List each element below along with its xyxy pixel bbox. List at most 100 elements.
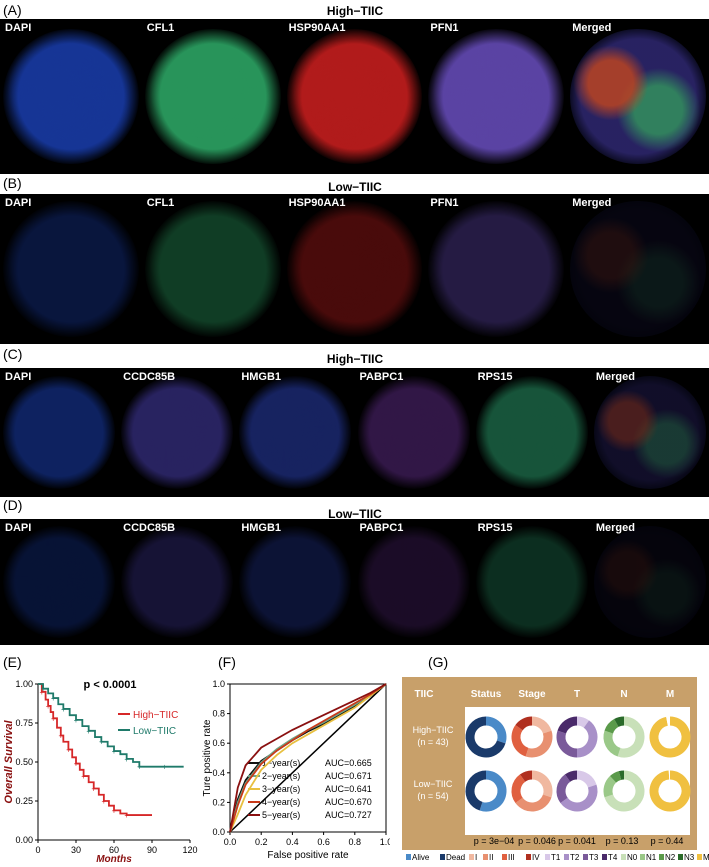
p-value-annotation: p < 0.0001 xyxy=(84,679,137,691)
image-cell-dapi: DAPI xyxy=(0,19,142,174)
channel-label-ccdc85b: CCDC85B xyxy=(123,371,176,383)
panel-a-image-strip: DAPI CFL1 HSP90AA1 PFN1 Merged xyxy=(0,19,709,174)
censor-mark: + xyxy=(51,714,56,723)
image-cell-hmgb1: HMGB1 xyxy=(236,519,354,645)
donut-slice-t xyxy=(576,716,590,728)
y-tick-label: 0.50 xyxy=(15,757,33,767)
tissue-core-image xyxy=(357,376,470,489)
column-header-tiic: TIIC xyxy=(415,689,434,700)
image-cell-cfl1: CFL1 xyxy=(142,19,284,174)
column-header-status: Status xyxy=(471,689,502,700)
y-axis-title: Ture positive rate xyxy=(202,719,213,796)
legend-label: Dead xyxy=(446,853,465,862)
x-tick-label: 90 xyxy=(147,845,157,855)
channel-label-pfn1: PFN1 xyxy=(430,22,459,34)
image-cell-rps15: RPS15 xyxy=(473,368,591,497)
image-cell-rps15: RPS15 xyxy=(473,519,591,645)
channel-label-dapi: DAPI xyxy=(5,522,32,534)
panel-c-image-strip: DAPI CCDC85B HMGB1 PABPC1 RPS15 Merged xyxy=(0,368,709,497)
legend-swatch xyxy=(526,854,531,860)
legend-label: M0 xyxy=(703,853,709,862)
legend-label: Low−TIIC xyxy=(133,726,176,737)
y-tick-label: 0.0 xyxy=(212,827,225,837)
censor-mark: + xyxy=(41,685,46,694)
censor-mark: + xyxy=(86,727,91,736)
donut-slice-stage xyxy=(525,730,553,758)
image-cell-ccdc85b: CCDC85B xyxy=(118,368,236,497)
panel-c-label: (C) xyxy=(3,346,23,362)
y-tick-label: 0.75 xyxy=(15,718,33,728)
panel-a-label: (A) xyxy=(3,2,22,18)
diagonal-reference-line xyxy=(229,683,387,833)
censor-mark: + xyxy=(66,746,71,755)
image-cell-pabpc1: PABPC1 xyxy=(355,368,473,497)
legend-label: 1−year(s) xyxy=(262,758,300,768)
image-cell-hmgb1: HMGB1 xyxy=(236,368,354,497)
legend-label: T1 xyxy=(551,853,561,862)
x-tick-label: 30 xyxy=(71,845,81,855)
legend-swatch xyxy=(483,854,488,860)
channel-label-ccdc85b: CCDC85B xyxy=(123,522,176,534)
tissue-core-image xyxy=(428,201,565,337)
image-cell-merged: Merged xyxy=(567,19,709,174)
km-curve-high xyxy=(38,683,152,816)
row-n: (n = 43) xyxy=(417,737,448,747)
censor-mark: + xyxy=(102,797,107,806)
channel-label-merged: Merged xyxy=(595,371,635,383)
panel-d-title: Low−TIIC xyxy=(328,507,382,521)
row-n: (n = 54) xyxy=(417,791,448,801)
x-tick-label: 0.8 xyxy=(349,837,362,847)
donut-slice-t xyxy=(576,720,598,758)
tissue-core-image xyxy=(570,28,706,165)
channel-label-dapi: DAPI xyxy=(5,371,32,383)
channel-label-hmgb1: HMGB1 xyxy=(241,371,282,383)
tissue-core-image xyxy=(570,201,706,337)
censor-mark: + xyxy=(137,763,142,772)
censor-mark: + xyxy=(61,705,66,714)
legend-label: T2 xyxy=(570,853,580,862)
y-tick-label: 0.00 xyxy=(15,835,33,845)
column-header-n: N xyxy=(620,689,627,700)
channel-label-merged: Merged xyxy=(595,522,635,534)
x-tick-label: 0.4 xyxy=(286,837,299,847)
donut-slice-n xyxy=(609,771,622,783)
tissue-core-image xyxy=(428,28,565,165)
image-cell-hsp90aa1: HSP90AA1 xyxy=(284,194,426,344)
x-tick-label: 60 xyxy=(109,845,119,855)
legend-label: I xyxy=(475,853,477,862)
channel-label-dapi: DAPI xyxy=(5,22,32,34)
legend-label: 2−year(s) xyxy=(262,771,300,781)
donut-slice-n xyxy=(618,770,625,780)
donut-slice-n xyxy=(604,719,619,734)
legend-swatch xyxy=(678,854,683,860)
image-cell-merged: Merged xyxy=(567,194,709,344)
legend-label: II xyxy=(489,853,493,862)
legend-label: N0 xyxy=(627,853,638,862)
donut-slice-t xyxy=(564,770,578,782)
legend-swatch xyxy=(640,854,645,860)
image-cell-pabpc1: PABPC1 xyxy=(355,519,473,645)
channel-label-pfn1: PFN1 xyxy=(430,197,459,209)
channel-label-hsp90aa1: HSP90AA1 xyxy=(288,22,346,34)
censor-mark: + xyxy=(112,806,117,815)
roc-curve-5 xyxy=(229,683,387,833)
legend-label: N3 xyxy=(684,853,695,862)
y-tick-label: 1.0 xyxy=(212,679,225,689)
tissue-core-image xyxy=(475,376,588,489)
channel-label-merged: Merged xyxy=(572,197,612,209)
legend-label: T4 xyxy=(608,853,618,862)
censor-mark: + xyxy=(162,763,167,772)
legend-label: 5−year(s) xyxy=(262,810,300,820)
image-cell-merged: Merged xyxy=(591,519,709,645)
legend-swatch xyxy=(406,854,411,860)
channel-label-merged: Merged xyxy=(572,22,612,34)
donut-slice-n xyxy=(603,730,621,757)
censor-mark: + xyxy=(58,731,63,740)
tissue-core-image xyxy=(286,28,423,165)
tissue-core-image xyxy=(3,525,116,639)
column-header-stage: Stage xyxy=(518,689,546,700)
donut-slice-t xyxy=(556,774,571,804)
legend-swatch xyxy=(621,854,626,860)
tissue-core-image xyxy=(144,28,281,165)
p-value-label: p = 0.041 xyxy=(558,836,596,846)
